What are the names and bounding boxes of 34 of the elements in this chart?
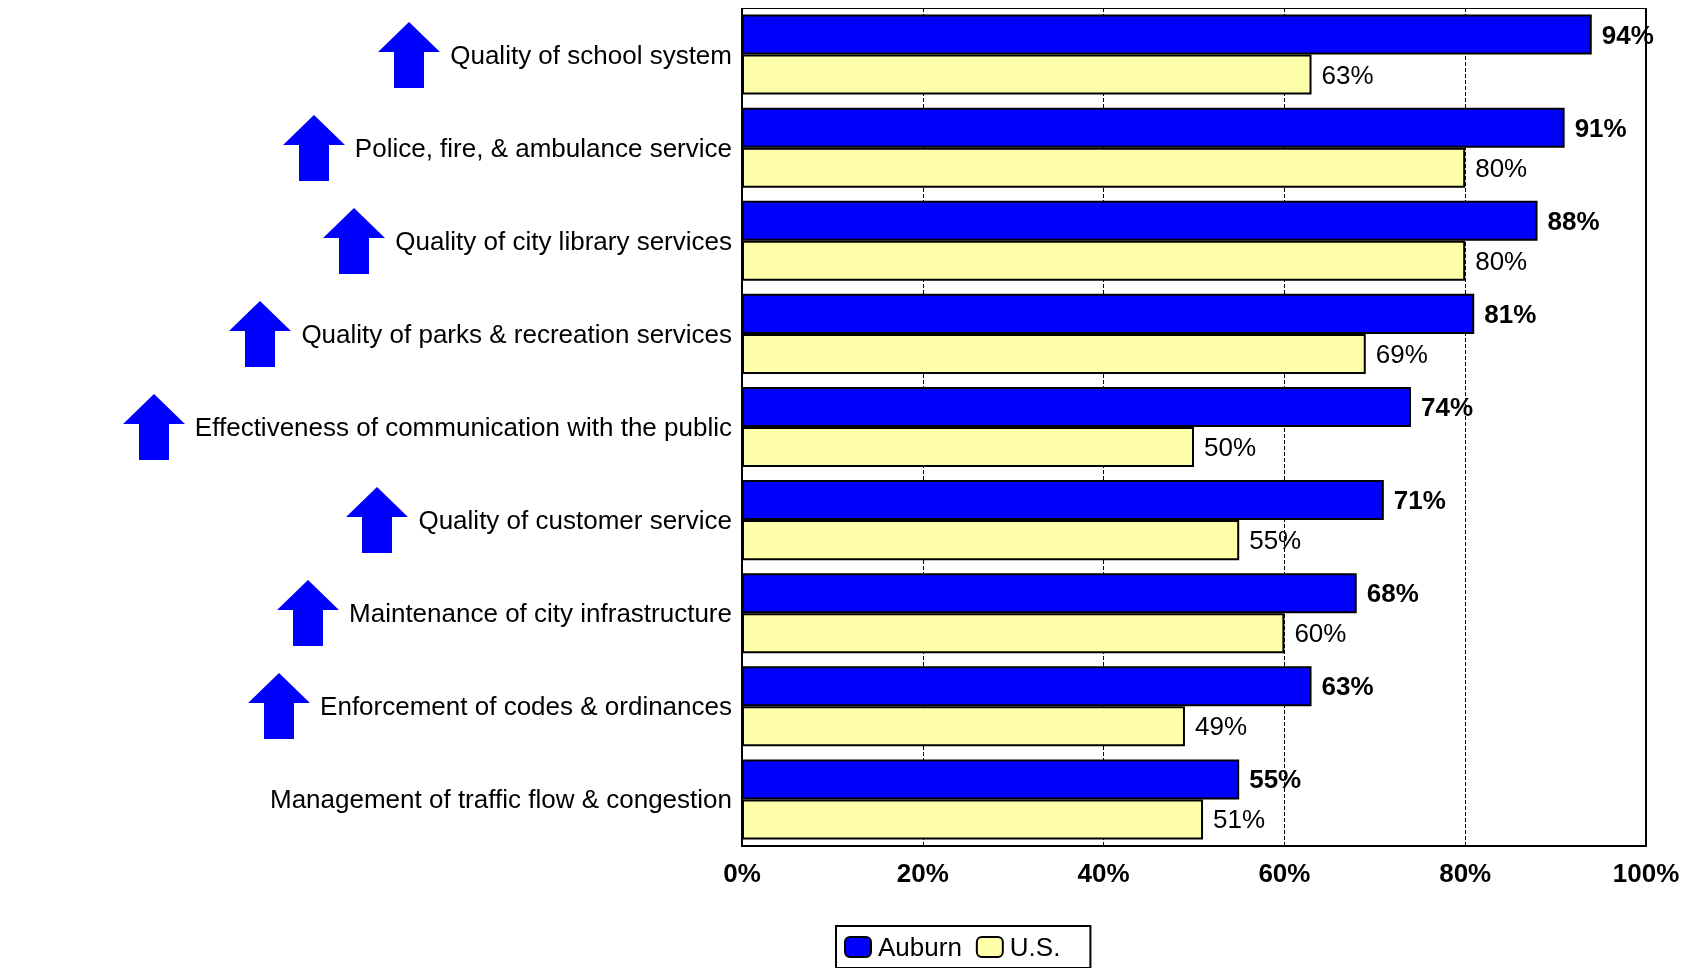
y-tick-label: Quality of school system bbox=[450, 39, 732, 70]
data-label: 69% bbox=[1375, 338, 1428, 369]
data-label: 63% bbox=[1321, 59, 1374, 90]
data-label: 55% bbox=[1249, 525, 1302, 556]
data-label: 60% bbox=[1294, 618, 1347, 649]
y-tick-label: Police, fire, & ambulance service bbox=[354, 132, 732, 163]
x-tick-label: 80% bbox=[1439, 858, 1492, 888]
y-tick-label: Management of traffic flow & congestion bbox=[270, 784, 732, 815]
y-tick-label: Enforcement of codes & ordinances bbox=[320, 691, 732, 722]
x-tick-label: 60% bbox=[1258, 858, 1311, 888]
data-label: 51% bbox=[1213, 804, 1266, 835]
y-tick-label: Quality of customer service bbox=[418, 505, 732, 536]
data-label: 80% bbox=[1475, 152, 1528, 183]
data-label: 55% bbox=[1249, 764, 1302, 795]
data-label: 68% bbox=[1366, 578, 1419, 609]
y-tick-label: Quality of parks & recreation services bbox=[301, 318, 732, 349]
data-label: 91% bbox=[1574, 112, 1627, 143]
x-tick-label: 100% bbox=[1612, 858, 1680, 888]
x-tick-label: 0% bbox=[723, 858, 761, 888]
legend-label: U.S. bbox=[1009, 932, 1061, 962]
y-tick-label: Effectiveness of communication with the public bbox=[194, 412, 732, 442]
legend-label: Auburn bbox=[878, 932, 962, 962]
data-label: 71% bbox=[1393, 485, 1446, 516]
y-tick-label: Quality of city library services bbox=[395, 225, 732, 256]
x-tick-label: 40% bbox=[1077, 858, 1130, 888]
data-label: 50% bbox=[1204, 432, 1257, 463]
data-label: 49% bbox=[1194, 711, 1248, 742]
data-label: 81% bbox=[1484, 298, 1537, 329]
data-label: 88% bbox=[1547, 205, 1600, 236]
y-tick-label: Maintenance of city infrastructure bbox=[349, 598, 732, 629]
data-label: 74% bbox=[1420, 391, 1474, 422]
data-label: 80% bbox=[1475, 245, 1528, 276]
x-tick-label: 20% bbox=[896, 858, 949, 888]
data-label: 63% bbox=[1321, 671, 1374, 702]
